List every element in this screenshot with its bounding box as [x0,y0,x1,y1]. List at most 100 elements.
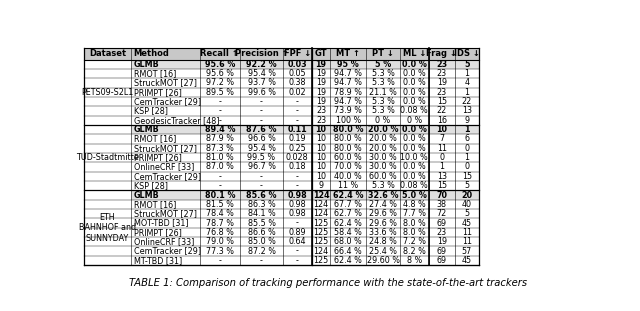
Text: Dataset: Dataset [89,49,126,58]
Text: 0.0 %: 0.0 % [403,78,426,87]
Bar [429,228,455,237]
Text: 19: 19 [316,78,326,87]
Bar [330,116,366,125]
Text: -: - [296,181,299,190]
Text: 81.5 %: 81.5 % [206,200,234,209]
Text: 78.4 %: 78.4 % [206,209,234,218]
Text: 0.11: 0.11 [287,125,307,134]
Text: -: - [260,181,263,190]
Bar [200,48,240,60]
Text: 0.0 %: 0.0 % [402,60,427,69]
Text: 0.18: 0.18 [289,162,306,171]
Bar [283,153,312,162]
Text: 5.3 %: 5.3 % [372,97,394,106]
Bar [200,78,240,88]
Text: 80.0 %: 80.0 % [335,134,362,143]
Text: 6: 6 [465,134,469,143]
Text: OnlineCRF [33]: OnlineCRF [33] [134,237,194,246]
Text: 0 %: 0 % [406,116,422,125]
Text: -: - [260,97,263,106]
Text: 5 %: 5 % [375,60,391,69]
Text: -: - [260,172,263,181]
Text: MT-TBD [31]: MT-TBD [31] [134,256,182,265]
Text: 1: 1 [465,69,469,78]
Bar [84,48,131,60]
Text: 27.4 %: 27.4 % [369,200,397,209]
Text: RMOT [16]: RMOT [16] [134,200,176,209]
Bar [200,181,240,190]
Bar [312,97,330,106]
Bar [366,237,400,246]
Bar [200,97,240,106]
Bar [429,116,455,125]
Bar [312,246,330,256]
Text: 124: 124 [314,209,328,218]
Text: -: - [296,172,299,181]
Bar [330,218,366,228]
Text: 69: 69 [436,256,447,265]
Text: 87.9 %: 87.9 % [206,134,234,143]
Bar [455,228,479,237]
Bar [366,144,400,153]
Text: 29.60 %: 29.60 % [367,256,399,265]
Bar [429,97,455,106]
Text: MOT-TBD [31]: MOT-TBD [31] [134,219,188,228]
Bar [200,237,240,246]
Text: 1: 1 [464,125,470,134]
Bar [429,162,455,172]
Bar [455,134,479,144]
Text: 85.5 %: 85.5 % [248,219,276,228]
Bar [84,125,131,190]
Bar [400,106,429,116]
Text: 7: 7 [439,134,444,143]
Bar [429,209,455,218]
Text: 21.1 %: 21.1 % [369,88,397,97]
Bar [131,48,200,60]
Text: 60.0 %: 60.0 % [335,153,362,162]
Text: 93.7 %: 93.7 % [248,78,276,87]
Text: 10: 10 [316,153,326,162]
Text: PRIMPT [26]: PRIMPT [26] [134,228,182,237]
Bar [131,144,200,153]
Text: GLMB: GLMB [134,191,159,200]
Text: 69: 69 [436,247,447,256]
Text: 11: 11 [462,228,472,237]
Text: 8 %: 8 % [406,256,422,265]
Bar [200,116,240,125]
Bar [240,181,283,190]
Bar [240,88,283,97]
Bar [283,228,312,237]
Text: 19: 19 [316,69,326,78]
Text: 10: 10 [436,125,447,134]
Text: 10: 10 [316,162,326,171]
Bar [200,153,240,162]
Bar [283,162,312,172]
Bar [131,246,200,256]
Bar [400,190,429,200]
Text: 10: 10 [316,125,326,134]
Bar [200,256,240,265]
Text: 78.9 %: 78.9 % [334,88,362,97]
Bar [200,134,240,144]
Bar [366,88,400,97]
Text: 16: 16 [437,116,447,125]
Text: 5.3 %: 5.3 % [372,181,394,190]
Text: 19: 19 [436,78,447,87]
Bar [366,116,400,125]
Bar [455,88,479,97]
Bar [312,144,330,153]
Text: -: - [260,116,263,125]
Bar [455,246,479,256]
Text: 0.0 %: 0.0 % [403,134,426,143]
Bar [429,88,455,97]
Text: 15: 15 [436,97,447,106]
Bar [312,172,330,181]
Text: 124: 124 [313,191,330,200]
Text: 20.0 %: 20.0 % [369,144,397,153]
Bar [312,153,330,162]
Text: 33.6 %: 33.6 % [369,228,397,237]
Text: 62.4 %: 62.4 % [334,219,362,228]
Text: 69: 69 [436,219,447,228]
Bar [330,237,366,246]
Text: 0.25: 0.25 [289,144,306,153]
